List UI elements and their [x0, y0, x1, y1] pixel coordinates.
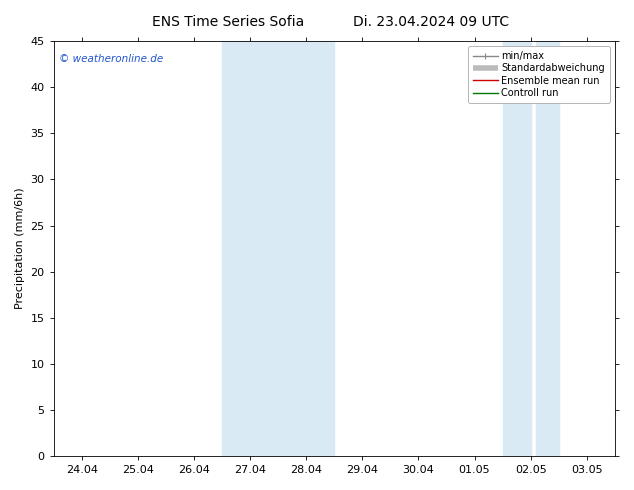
Bar: [536, 41, 559, 456]
Bar: [503, 41, 531, 456]
Text: Di. 23.04.2024 09 UTC: Di. 23.04.2024 09 UTC: [353, 15, 509, 29]
Bar: [222, 41, 334, 456]
Legend: min/max, Standardabweichung, Ensemble mean run, Controll run: min/max, Standardabweichung, Ensemble me…: [469, 46, 610, 103]
Y-axis label: Precipitation (mm/6h): Precipitation (mm/6h): [15, 188, 25, 309]
Text: © weatheronline.de: © weatheronline.de: [60, 54, 164, 64]
Text: ENS Time Series Sofia: ENS Time Series Sofia: [152, 15, 304, 29]
